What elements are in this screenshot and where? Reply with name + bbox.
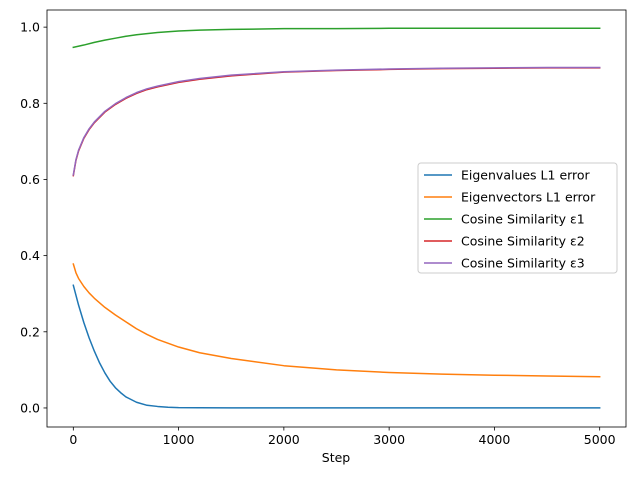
x-tick-label: 0 [69, 432, 77, 447]
legend-label: Eigenvectors L1 error [461, 190, 596, 205]
y-tick-label: 0.0 [20, 400, 40, 415]
x-tick-label: 2000 [268, 432, 300, 447]
series-line-2 [72, 263, 601, 378]
y-tick-label: 0.4 [20, 248, 40, 263]
axes-frame [46, 9, 627, 428]
y-tick-label: 0.6 [20, 172, 40, 187]
series-line-4 [72, 67, 601, 177]
x-tick-label: 1000 [163, 432, 195, 447]
legend-label: Cosine Similarity ε1 [461, 212, 585, 227]
legend: Eigenvalues L1 error Eigenvectors L1 erro… [417, 162, 618, 274]
y-tick-label: 0.2 [20, 324, 40, 339]
axes-ticks: 0 1000 2000 3000 4000 5000 0.0 0.2 0.4 0.6 0.8 1.0 [20, 20, 616, 447]
x-tick-label: 5000 [584, 432, 616, 447]
legend-label: Cosine Similarity ε2 [461, 234, 585, 249]
legend-box [417, 162, 618, 274]
legend-label: Cosine Similarity ε3 [461, 256, 585, 271]
x-tick-label: 4000 [479, 432, 511, 447]
x-tick-label: 3000 [373, 432, 405, 447]
series-line-5 [72, 66, 601, 176]
y-tick-label: 0.8 [20, 96, 40, 111]
plot-area [46, 9, 627, 428]
x-axis-label: Step [322, 450, 351, 465]
legend-label: Eigenvalues L1 error [461, 168, 591, 183]
series-line-1 [72, 284, 601, 409]
y-tick-label: 1.0 [20, 20, 40, 35]
series-line-3 [72, 27, 601, 49]
